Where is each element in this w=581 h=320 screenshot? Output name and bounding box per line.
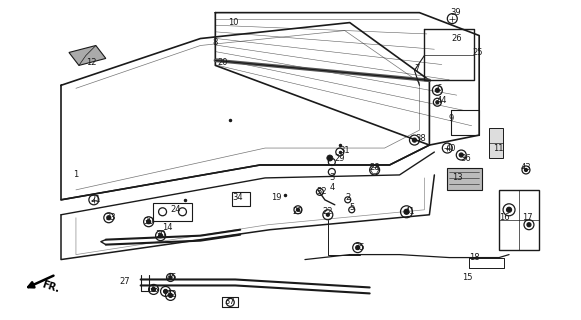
Text: 19: 19 (271, 193, 281, 202)
Text: 27: 27 (120, 277, 130, 286)
FancyBboxPatch shape (489, 128, 503, 158)
Circle shape (296, 208, 299, 211)
Circle shape (507, 207, 511, 212)
Text: 18: 18 (469, 253, 479, 262)
Text: 45: 45 (166, 273, 177, 282)
Text: 37: 37 (224, 297, 235, 306)
FancyBboxPatch shape (447, 168, 482, 190)
Circle shape (435, 88, 439, 92)
Text: 3: 3 (329, 173, 335, 182)
Circle shape (169, 276, 172, 279)
Circle shape (327, 155, 333, 161)
Circle shape (107, 216, 111, 220)
Text: 24: 24 (170, 205, 181, 214)
Text: 7: 7 (415, 64, 420, 73)
Text: 14: 14 (162, 223, 173, 232)
Text: 5: 5 (349, 203, 354, 212)
Circle shape (525, 168, 528, 172)
Circle shape (164, 289, 167, 293)
Text: 16: 16 (498, 213, 510, 222)
Text: 30: 30 (144, 217, 154, 226)
Polygon shape (69, 45, 106, 65)
Circle shape (159, 234, 163, 238)
Text: 21: 21 (91, 195, 101, 204)
Text: 4: 4 (329, 183, 335, 192)
Text: 31: 31 (339, 146, 350, 155)
Text: 38: 38 (415, 133, 426, 143)
Text: 33: 33 (148, 285, 159, 294)
Text: FR.: FR. (41, 279, 61, 294)
Text: 26: 26 (451, 34, 461, 43)
Circle shape (327, 213, 329, 216)
Text: 41: 41 (404, 207, 415, 216)
Text: 29: 29 (335, 154, 345, 163)
Text: 40: 40 (446, 144, 457, 153)
Circle shape (527, 223, 531, 227)
Text: 34: 34 (232, 193, 242, 202)
Text: 44: 44 (437, 96, 447, 105)
Text: 15: 15 (462, 273, 472, 282)
Circle shape (436, 101, 439, 104)
Circle shape (404, 209, 409, 214)
Text: 35: 35 (354, 243, 365, 252)
Circle shape (168, 293, 173, 297)
Text: 28: 28 (370, 164, 380, 172)
Text: 25: 25 (472, 48, 482, 57)
Text: 32: 32 (317, 188, 327, 196)
Circle shape (413, 138, 417, 142)
Text: 39: 39 (450, 8, 461, 17)
Text: 1: 1 (73, 171, 78, 180)
Text: 30: 30 (155, 230, 166, 239)
Text: 10: 10 (228, 18, 238, 27)
Text: 2: 2 (345, 193, 350, 202)
Text: 20: 20 (217, 58, 228, 67)
Text: 8: 8 (213, 38, 218, 47)
Text: 23: 23 (106, 213, 116, 222)
Text: 11: 11 (493, 144, 503, 153)
Text: 22: 22 (322, 207, 333, 216)
Text: 12: 12 (85, 58, 96, 67)
Circle shape (146, 220, 150, 224)
Text: 13: 13 (452, 173, 462, 182)
Text: 9: 9 (449, 114, 454, 123)
Text: 42: 42 (166, 290, 177, 299)
Text: 17: 17 (522, 213, 532, 222)
Text: 29: 29 (293, 207, 303, 216)
Text: 6: 6 (437, 84, 442, 93)
Circle shape (152, 287, 156, 292)
Text: 43: 43 (521, 164, 531, 172)
Circle shape (459, 153, 463, 157)
Circle shape (356, 246, 360, 250)
Text: 36: 36 (460, 154, 471, 163)
